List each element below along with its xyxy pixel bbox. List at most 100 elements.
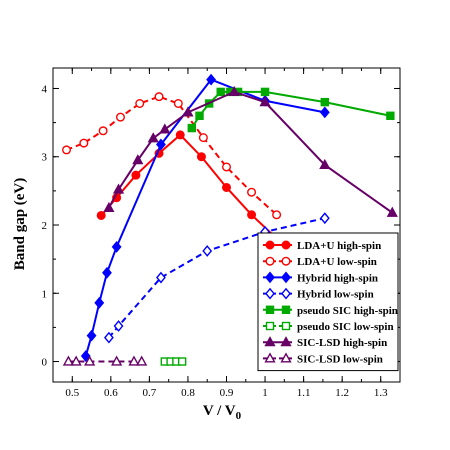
data-point	[187, 123, 197, 133]
series-layer	[61, 73, 398, 366]
data-point	[319, 106, 330, 119]
legend-marker	[265, 321, 275, 331]
data-point	[177, 357, 187, 366]
legend-marker	[265, 287, 275, 300]
data-point	[386, 111, 395, 120]
data-point	[98, 126, 108, 136]
data-point	[84, 355, 96, 366]
data-point	[175, 130, 185, 140]
series-5	[160, 357, 187, 366]
y-tick-label: 0	[42, 357, 48, 369]
data-point	[61, 145, 71, 155]
x-tick-label: 0.6	[104, 387, 118, 399]
data-point	[62, 355, 75, 366]
data-point	[159, 123, 171, 134]
y-tick-label: 2	[42, 220, 48, 232]
data-point	[131, 170, 141, 180]
x-axis-label-main: V / V	[203, 403, 236, 419]
data-point	[86, 329, 97, 342]
x-axis-label: V / V0	[203, 403, 242, 422]
data-point	[115, 112, 125, 122]
data-point	[228, 85, 240, 96]
data-point	[272, 210, 282, 220]
data-point	[221, 162, 231, 172]
data-point	[96, 210, 106, 220]
data-point	[247, 187, 257, 197]
legend-label: Hybrid high-spin	[297, 272, 378, 284]
data-point	[111, 355, 123, 366]
data-point	[260, 87, 270, 97]
data-point	[202, 245, 213, 257]
data-point	[128, 355, 140, 366]
legend-item: SIC-LSD high-spin	[263, 336, 387, 349]
legend-marker	[281, 240, 291, 250]
data-point	[132, 154, 144, 165]
legend-marker	[280, 352, 292, 363]
data-point	[259, 96, 271, 107]
legend-item: LDA+U low-spin	[263, 256, 377, 268]
data-point	[386, 206, 398, 217]
data-point	[113, 320, 124, 332]
y-tick-label: 4	[42, 83, 48, 95]
data-point	[136, 355, 148, 366]
legend-label: pseudo SIC high-spin	[297, 305, 398, 317]
x-tick-label: 0.5	[65, 387, 79, 399]
data-point	[216, 87, 225, 97]
data-point	[156, 138, 166, 151]
legend-label: LDA+U low-spin	[297, 256, 377, 268]
y-tick-label: 1	[42, 288, 48, 300]
series-7	[62, 355, 148, 366]
data-point	[182, 106, 194, 117]
legend-box	[257, 232, 399, 372]
series-1	[61, 92, 282, 220]
data-point	[221, 182, 231, 192]
legend-label: LDA+U high-spin	[297, 240, 381, 252]
data-point	[320, 97, 330, 107]
legend-marker	[281, 271, 291, 284]
series-6	[103, 85, 398, 217]
x-tick-label: 1.1	[297, 387, 311, 399]
data-point	[70, 355, 82, 366]
y-tick-label: 3	[42, 152, 48, 164]
data-point	[103, 331, 114, 344]
legend-label: pseudo SIC low-spin	[297, 321, 394, 333]
data-point	[319, 158, 331, 170]
data-point	[94, 296, 105, 309]
legend-marker	[281, 305, 291, 314]
legend-marker	[264, 336, 276, 347]
data-point	[156, 271, 166, 284]
data-point	[103, 201, 115, 213]
legend-label: SIC-LSD high-spin	[297, 337, 387, 349]
data-point	[173, 98, 183, 108]
y-axis-label: Band gap (eV)	[12, 178, 28, 271]
x-tick-label: 1	[262, 387, 268, 399]
legend-item: Hybrid low-spin	[263, 287, 374, 301]
legend-label: Hybrid low-spin	[297, 289, 374, 301]
legend-item: pseudo SIC high-spin	[263, 305, 398, 317]
series-line	[66, 95, 278, 216]
data-point	[147, 132, 159, 143]
x-tick-label: 0.8	[181, 387, 195, 399]
legend-label: SIC-LSD low-spin	[297, 353, 383, 365]
series-line	[108, 90, 393, 214]
legend-item: SIC-LSD low-spin	[263, 352, 383, 365]
x-tick-label: 1.3	[374, 387, 388, 399]
legend-item: pseudo SIC low-spin	[263, 321, 394, 333]
legend-item: Hybrid high-spin	[263, 271, 378, 284]
legend: LDA+U high-spin LDA+U low-spin Hybrid high…	[257, 232, 399, 372]
data-point	[206, 73, 216, 86]
data-point	[102, 266, 112, 279]
legend-marker	[264, 352, 276, 363]
x-axis-label-subscript: 0	[236, 410, 242, 422]
legend-marker	[265, 256, 275, 266]
data-point	[247, 210, 257, 220]
data-point	[112, 183, 125, 194]
data-point	[196, 152, 206, 162]
legend-marker	[281, 287, 291, 300]
legend-marker	[281, 321, 291, 331]
legend-marker	[280, 336, 292, 347]
data-point	[80, 350, 91, 362]
data-point	[198, 133, 208, 143]
data-point	[154, 92, 164, 102]
